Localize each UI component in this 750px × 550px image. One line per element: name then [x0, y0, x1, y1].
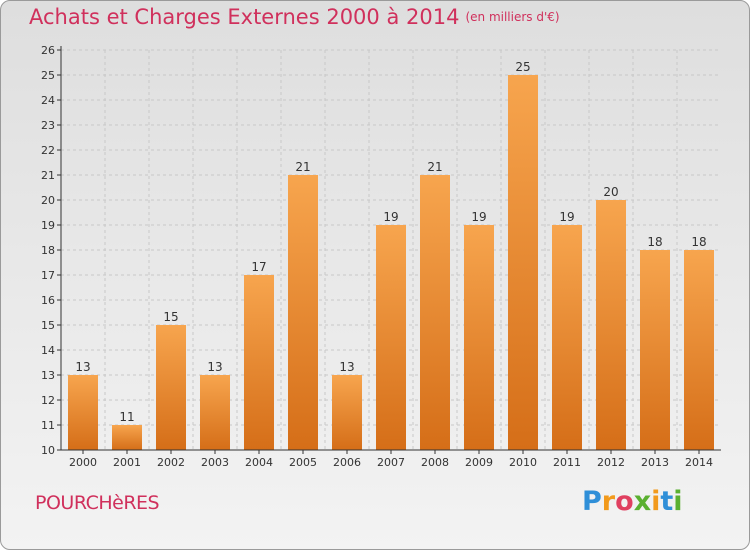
- data-label: 13: [207, 360, 222, 374]
- data-label: 18: [691, 235, 706, 249]
- bar: [376, 225, 406, 450]
- proxiti-logo[interactable]: Proxiti: [582, 486, 683, 517]
- y-tick-label: 26: [41, 44, 55, 57]
- x-tick-label: 2007: [377, 456, 405, 469]
- title-text: Achats et Charges Externes 2000 à 2014: [29, 5, 460, 29]
- logo-letter: r: [601, 486, 616, 517]
- bar: [200, 375, 230, 450]
- x-tick-label: 2009: [465, 456, 493, 469]
- x-tick-label: 2012: [597, 456, 625, 469]
- data-label: 15: [163, 310, 178, 324]
- data-label: 21: [295, 160, 310, 174]
- bar: [420, 175, 450, 450]
- bar: [288, 175, 318, 450]
- x-tick-label: 2010: [509, 456, 537, 469]
- y-tick-label: 10: [41, 444, 55, 457]
- y-tick-label: 16: [41, 294, 55, 307]
- bar: [112, 425, 142, 450]
- x-tick-label: 2008: [421, 456, 449, 469]
- bar: [332, 375, 362, 450]
- data-label: 13: [75, 360, 90, 374]
- bar: [68, 375, 98, 450]
- bar: [552, 225, 582, 450]
- y-tick-label: 15: [41, 319, 55, 332]
- x-tick-label: 2013: [641, 456, 669, 469]
- x-tick-label: 2000: [69, 456, 97, 469]
- y-tick-label: 21: [41, 169, 55, 182]
- bar: [596, 200, 626, 450]
- logo-letter: P: [582, 486, 602, 517]
- y-tick-label: 22: [41, 144, 55, 157]
- bar: [640, 250, 670, 450]
- x-tick-label: 2005: [289, 456, 317, 469]
- y-tick-label: 18: [41, 244, 55, 257]
- data-label: 13: [339, 360, 354, 374]
- data-label: 25: [515, 60, 530, 74]
- x-tick-label: 2011: [553, 456, 581, 469]
- data-label: 18: [647, 235, 662, 249]
- y-tick-label: 14: [41, 344, 55, 357]
- data-label: 19: [471, 210, 486, 224]
- bars: 13 11 15 13 17 21 13 19 21 19 25 19 20 18 18: [68, 60, 714, 450]
- y-tick-label: 24: [41, 94, 55, 107]
- logo-letter: o: [615, 486, 634, 517]
- y-tick-label: 25: [41, 69, 55, 82]
- y-tick-label: 13: [41, 369, 55, 382]
- y-tick-label: 20: [41, 194, 55, 207]
- unit-label: (en milliers d'€): [465, 10, 560, 24]
- y-tick-label: 17: [41, 269, 55, 282]
- bar: [464, 225, 494, 450]
- y-tick-label: 23: [41, 119, 55, 132]
- y-tick-label: 11: [41, 419, 55, 432]
- commune-name: POURCHèRES: [35, 492, 160, 514]
- logo-letter: i: [673, 486, 683, 517]
- logo-letter: t: [660, 486, 674, 517]
- y-tick-label: 19: [41, 219, 55, 232]
- bar: [156, 325, 186, 450]
- x-tick-label: 2002: [157, 456, 185, 469]
- logo-letter: x: [633, 486, 652, 517]
- y-tick-label: 12: [41, 394, 55, 407]
- x-tick-label: 2003: [201, 456, 229, 469]
- x-tick-label: 2001: [113, 456, 141, 469]
- data-label: 19: [559, 210, 574, 224]
- x-tick-label: 2006: [333, 456, 361, 469]
- x-tick-label: 2004: [245, 456, 273, 469]
- logo-letter: i: [651, 486, 661, 517]
- data-label: 19: [383, 210, 398, 224]
- data-label: 20: [603, 185, 618, 199]
- data-label: 17: [251, 260, 266, 274]
- bar: [684, 250, 714, 450]
- chart-title: Achats et Charges Externes 2000 à 2014 (e…: [29, 5, 560, 29]
- x-tick-label: 2014: [685, 456, 713, 469]
- bar: [244, 275, 274, 450]
- data-label: 11: [119, 410, 134, 424]
- bar: [508, 75, 538, 450]
- axes: 10 11 12 13 14 15 16 17 18 19 20 21 22 23 24 25 26 2000 20…: [41, 44, 721, 469]
- data-label: 21: [427, 160, 442, 174]
